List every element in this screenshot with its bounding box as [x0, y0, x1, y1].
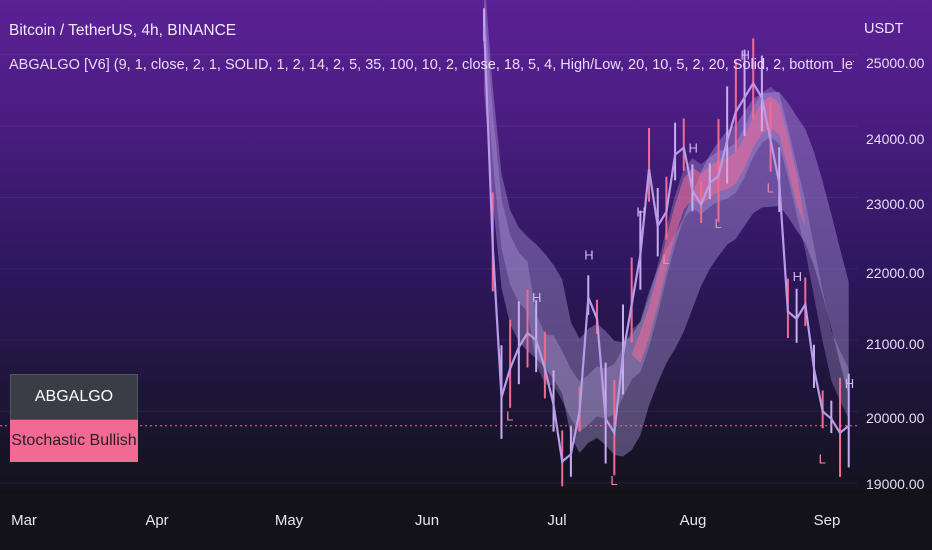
price-unit-label: USDT: [864, 21, 904, 37]
signal-panel-state: Stochastic Bullish: [10, 420, 138, 462]
high-marker: H: [584, 247, 593, 262]
price-tick-21000: 21000.00: [866, 336, 925, 352]
grid-lines: [0, 54, 858, 484]
price-tick-24000: 24000.00: [866, 131, 925, 147]
cloud-band-inner: [484, 1, 849, 432]
low-marker: L: [506, 409, 513, 424]
signal-panel: ABGALGO Stochastic Bullish: [10, 374, 138, 462]
high-marker: H: [845, 376, 854, 391]
time-tick-jul: Jul: [547, 512, 567, 529]
low-marker: L: [819, 452, 826, 467]
cloud-band-pink: [484, 26, 849, 407]
time-tick-mar: Mar: [11, 512, 37, 529]
price-tick-22000: 22000.00: [866, 265, 925, 281]
symbol-title[interactable]: Bitcoin / TetherUS, 4h, BINANCE: [9, 22, 237, 39]
signal-panel-name: ABGALGO: [10, 374, 138, 420]
low-marker: L: [662, 252, 669, 267]
high-marker: H: [636, 205, 645, 220]
price-tick-19000: 19000.00: [866, 476, 925, 492]
price-tick-20000: 20000.00: [866, 410, 925, 426]
time-tick-jun: Jun: [414, 512, 440, 529]
low-marker: L: [714, 216, 721, 231]
time-axis[interactable]: [0, 490, 932, 550]
high-marker: H: [793, 269, 802, 284]
price-line: [483, 26, 850, 464]
price-tick-25000: 25000.00: [866, 55, 925, 71]
low-marker: L: [610, 473, 617, 488]
price-tick-23000: 23000.00: [866, 196, 925, 212]
high-marker: H: [688, 140, 697, 155]
high-marker: H: [532, 290, 541, 305]
high-marker: H: [741, 48, 750, 63]
time-tick-may: May: [274, 512, 304, 529]
time-tick-sep: Sep: [813, 512, 841, 529]
indicator-legend[interactable]: ABGALGO [V6] (9, 1, close, 2, 1, SOLID, …: [9, 57, 854, 73]
time-tick-aug: Aug: [679, 512, 707, 529]
low-marker: L: [767, 180, 774, 195]
time-tick-apr: Apr: [145, 512, 169, 529]
